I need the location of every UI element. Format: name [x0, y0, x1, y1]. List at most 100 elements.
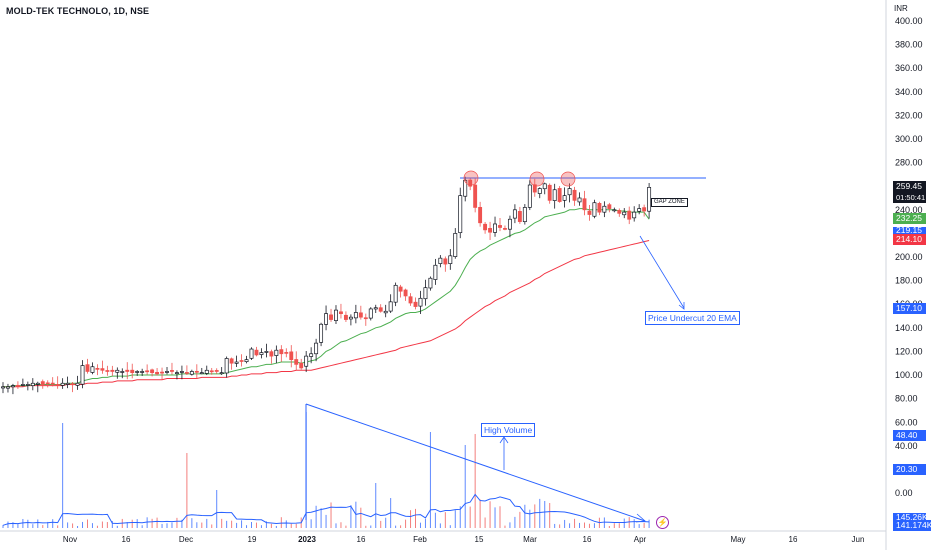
candle-body [294, 359, 299, 365]
price-tick-label: 140.00 [895, 323, 923, 333]
candle-body [65, 382, 70, 385]
candle-body [304, 355, 309, 367]
candle-body [284, 352, 289, 354]
candle-body [557, 188, 562, 202]
lightning-icon[interactable]: ⚡ [656, 516, 669, 529]
candle-body [428, 277, 433, 289]
candle-body [40, 381, 45, 385]
candle-body [339, 311, 343, 314]
candle-body [503, 228, 507, 230]
time-tick-label: 16 [122, 535, 131, 544]
candle-body [358, 312, 363, 318]
resistance-touch-1 [463, 170, 479, 186]
candle-body [229, 358, 234, 364]
candle-body [145, 370, 150, 373]
time-tick-label: 2023 [298, 535, 316, 544]
candle-body [90, 366, 95, 373]
resistance-touch-3 [560, 171, 576, 187]
price-tick-label: 400.00 [895, 16, 923, 26]
candle-body [259, 352, 264, 355]
price-tick-label: 0.00 [895, 488, 913, 498]
candle-body [587, 210, 592, 215]
resistance-touch-2 [529, 171, 545, 187]
price-tick-label: 380.00 [895, 40, 923, 50]
candle-body [522, 207, 527, 223]
candle-body [15, 384, 20, 387]
ema20-line [3, 208, 650, 388]
time-tick-label: 15 [475, 535, 484, 544]
candle-body [249, 348, 254, 359]
price-tick-label: 200.00 [895, 252, 923, 262]
candle-body [254, 349, 259, 356]
volume-value-tag-b: 141.174K [893, 520, 932, 531]
price-tick-label: 240.00 [895, 205, 923, 215]
candle-body [214, 370, 219, 372]
candle-body [135, 371, 140, 373]
candle-body [199, 372, 204, 374]
time-tick-label: May [730, 535, 745, 544]
candle-body [592, 202, 597, 217]
candle-body [363, 317, 368, 320]
countdown-tag: 01:50:41 [893, 192, 926, 203]
candle-body [130, 369, 135, 373]
price-axis-ticks: 400.00 380.00 360.00 340.00 320.00 300.00 280.… [895, 16, 923, 498]
volume-level-tag-1: 48.40 [893, 430, 926, 441]
candle-body [517, 211, 522, 222]
candle-body [165, 371, 169, 373]
candle-body [140, 371, 145, 373]
candle-body [50, 382, 55, 385]
candle-body [125, 369, 130, 372]
candle-body [45, 382, 50, 385]
candle-body [269, 351, 274, 357]
candle-body [647, 187, 652, 212]
currency-label: INR [894, 4, 908, 13]
candle-body [299, 362, 304, 369]
candle-body [468, 179, 473, 187]
candle-body [110, 369, 115, 372]
candle-body [60, 382, 65, 386]
candle-body [234, 361, 239, 364]
candle-body [597, 202, 602, 213]
candle-body [343, 314, 348, 320]
candle-body [1, 386, 5, 389]
time-tick-label: Jun [852, 535, 865, 544]
candle-body [547, 184, 552, 201]
price-tick-label: 80.00 [895, 394, 918, 404]
candle-body [175, 372, 179, 374]
candle-body [453, 233, 458, 257]
candle-body [20, 384, 25, 386]
candle-body [194, 370, 199, 373]
volume-trend-arrowhead [635, 513, 646, 523]
price-tick-label: 180.00 [895, 276, 923, 286]
gap-zone-label[interactable]: GAP ZONE [651, 198, 688, 207]
candle-body [85, 364, 90, 372]
candle-body [179, 371, 184, 373]
candle-body [567, 188, 572, 196]
candle-body [70, 383, 75, 386]
time-tick-label: Nov [63, 535, 77, 544]
candle-body [75, 382, 80, 386]
undercut-arrowhead [678, 302, 685, 310]
candle-body [562, 195, 567, 201]
high-volume-annotation[interactable]: High Volume [481, 423, 536, 437]
time-tick-label: 16 [357, 535, 366, 544]
candle-body [622, 211, 627, 216]
symbol-title[interactable]: MOLD-TEK TECHNOLO, 1D, NSE [6, 6, 150, 16]
undercut-annotation[interactable]: Price Undercut 20 EMA [645, 311, 740, 325]
undercut-arrow [639, 235, 685, 309]
candle-body [150, 369, 155, 373]
ema50-line [3, 239, 650, 388]
candle-body [632, 211, 637, 219]
ema20-tag: 232.25 [893, 213, 926, 224]
candles [1, 176, 652, 395]
time-axis-ticks: Nov 16 Dec 19 2023 16 Feb 15 Mar 16 Apr May 16 Jun [63, 535, 865, 544]
candle-body [329, 314, 333, 320]
candle-body [617, 210, 622, 214]
candle-body [398, 286, 403, 292]
volume-trend-line [305, 403, 646, 522]
candle-body [373, 307, 378, 310]
price-tick-label: 340.00 [895, 87, 923, 97]
candle-body [160, 371, 164, 374]
candle-body [433, 264, 438, 280]
